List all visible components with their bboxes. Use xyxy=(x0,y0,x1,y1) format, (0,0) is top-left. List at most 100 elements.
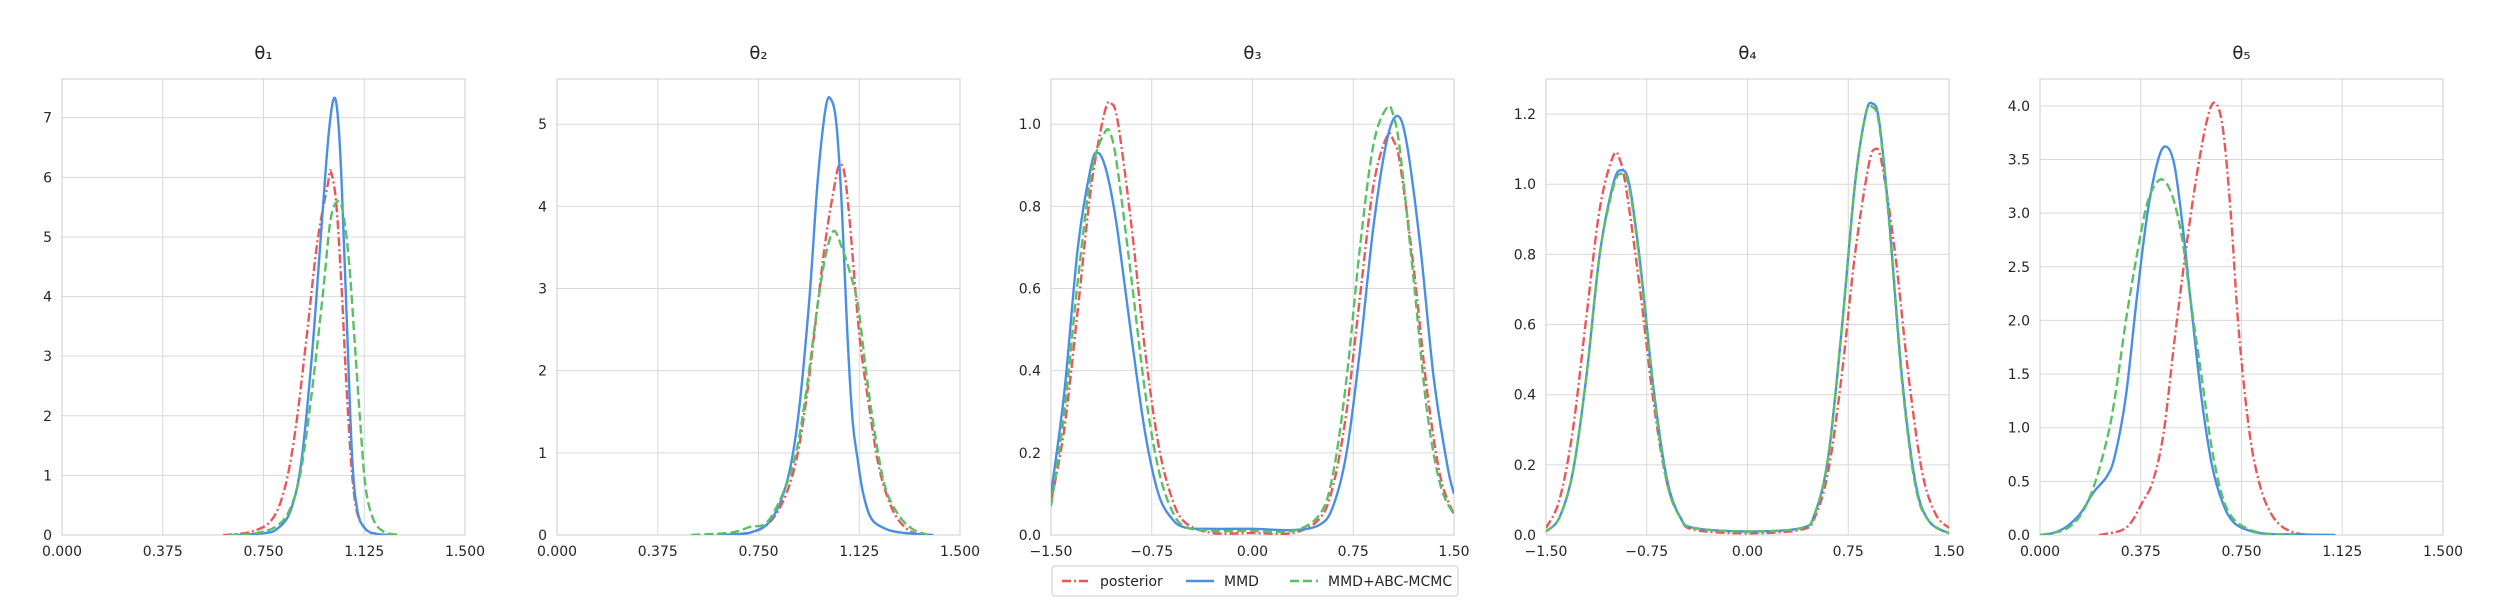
x-tick-label: −1.50 xyxy=(1030,544,1073,560)
x-tick-label: −0.75 xyxy=(1130,544,1173,560)
y-tick-label: 1.2 xyxy=(1514,107,1536,123)
x-tick-label: 1.50 xyxy=(1438,544,1469,560)
legend-label: MMD+ABC-MCMC xyxy=(1328,574,1452,590)
y-tick-label: 0 xyxy=(43,528,52,544)
plot-frame xyxy=(1545,78,1950,536)
series-line-posterior xyxy=(1051,100,1454,535)
x-tick-label: 1.50 xyxy=(1933,544,1964,560)
y-tick-label: 7 xyxy=(43,111,52,127)
y-tick-label: 1.0 xyxy=(2008,421,2030,437)
panel-title: θ₄ xyxy=(1738,43,1756,64)
x-tick-label: 0.75 xyxy=(1338,544,1369,560)
y-tick-label: 0.8 xyxy=(1514,247,1536,263)
series-line-posterior xyxy=(223,169,385,535)
y-tick-label: 0.2 xyxy=(1019,446,1041,462)
series-group xyxy=(2040,101,2336,535)
x-tick-label: 1.500 xyxy=(940,544,980,560)
x-tick-label: 1.500 xyxy=(445,544,485,560)
y-tick-label: 0.0 xyxy=(2008,528,2030,544)
y-tick-label: 4 xyxy=(538,199,547,215)
series-line-mmd xyxy=(1051,114,1454,532)
x-tick-label: 0.000 xyxy=(42,544,82,560)
panel-theta-1: 0.000 0.375 0.750 1.125 1.500 0 1 2 3 4 5 6 7 θ₁ xyxy=(42,43,485,560)
legend-label: posterior xyxy=(1100,574,1163,590)
y-tick-label: 0.4 xyxy=(1019,364,1041,380)
x-tick-label: −1.50 xyxy=(1525,544,1568,560)
legend-box xyxy=(1051,565,1459,597)
panel-theta-2: 0.000 0.375 0.750 1.125 1.500 0 1 2 3 4 5 θ₂ xyxy=(537,43,980,560)
y-tick-label: 1.0 xyxy=(1514,177,1536,193)
x-tick-label: 1.125 xyxy=(839,544,879,560)
x-tick-label: 1.125 xyxy=(2322,544,2362,560)
panel-title: θ₅ xyxy=(2232,43,2250,64)
y-tick-label: 1 xyxy=(43,468,52,484)
series-line-mmd xyxy=(236,96,390,535)
series-line-mmd xyxy=(718,96,934,535)
y-tick-label: 0.6 xyxy=(1514,318,1536,334)
y-tick-label: 1 xyxy=(538,446,547,462)
series-line-posterior xyxy=(704,162,921,535)
series-line-mmd-abc-mcmc xyxy=(228,200,401,535)
series-group xyxy=(223,96,401,535)
y-tick-label: 4.0 xyxy=(2008,99,2030,115)
y-tick-label: 0 xyxy=(538,528,547,544)
series-line-posterior xyxy=(2098,101,2309,535)
series-group xyxy=(1051,100,1454,535)
x-tick-label: 0.375 xyxy=(143,544,183,560)
x-tick-label: 0.750 xyxy=(243,544,283,560)
x-tick-label: 0.00 xyxy=(1237,544,1268,560)
x-tick-label: 1.500 xyxy=(2423,544,2463,560)
y-tick-label: 2 xyxy=(43,409,52,425)
y-tick-label: 3 xyxy=(538,282,547,298)
series-group xyxy=(691,96,934,535)
y-tick-label: 1.5 xyxy=(2008,367,2030,383)
legend: posterior MMD MMD+ABC-MCMC xyxy=(1051,565,1459,597)
x-tick-label: 0.000 xyxy=(537,544,577,560)
y-tick-label: 6 xyxy=(43,170,52,186)
x-tick-label: 0.00 xyxy=(1732,544,1763,560)
panel-theta-3: −1.50 −0.75 0.00 0.75 1.50 0.0 0.2 0.4 0.6 0.8 1.0… xyxy=(1019,43,1470,560)
y-tick-label: 1.0 xyxy=(1019,117,1041,133)
x-tick-label: 0.375 xyxy=(638,544,678,560)
x-tick-label: 1.125 xyxy=(344,544,384,560)
plot-frame xyxy=(61,78,466,536)
panel-title: θ₃ xyxy=(1243,43,1261,64)
y-tick-label: 0.0 xyxy=(1019,528,1041,544)
y-tick-label: 2.0 xyxy=(2008,313,2030,329)
series-line-mmd xyxy=(2040,145,2336,535)
y-tick-label: 2 xyxy=(538,364,547,380)
panels: 0.000 0.375 0.750 1.125 1.50001234567θ₁0.000… xyxy=(42,43,2463,560)
x-tick-label: 0.75 xyxy=(1833,544,1864,560)
y-tick-label: 0.8 xyxy=(1019,199,1041,215)
y-tick-label: 0.6 xyxy=(1019,282,1041,298)
x-tick-label: −0.75 xyxy=(1625,544,1668,560)
y-tick-label: 5 xyxy=(43,230,52,246)
y-tick-label: 0.4 xyxy=(1514,388,1536,404)
y-tick-label: 3 xyxy=(43,349,52,365)
series-line-mmd-abc-mcmc xyxy=(1546,103,1949,535)
panel-theta-5: 0.000 0.375 0.750 1.125 1.500 0.0 0.5 1.0 1.5 2.0… xyxy=(2008,43,2463,560)
series-line-posterior xyxy=(1546,147,1949,535)
y-tick-label: 3.5 xyxy=(2008,152,2030,168)
y-tick-label: 2.5 xyxy=(2008,260,2030,276)
y-tick-label: 0.5 xyxy=(2008,474,2030,490)
x-tick-label: 0.750 xyxy=(2221,544,2261,560)
y-tick-label: 0.2 xyxy=(1514,458,1536,474)
panel-title: θ₁ xyxy=(254,43,272,64)
series-line-mmd-abc-mcmc xyxy=(691,229,929,535)
y-tick-label: 0.0 xyxy=(1514,528,1536,544)
series-line-mmd-abc-mcmc xyxy=(1051,104,1454,534)
series-group xyxy=(1546,101,1949,535)
y-tick-label: 4 xyxy=(43,290,52,306)
legend-label: MMD xyxy=(1224,574,1259,590)
x-tick-label: 0.000 xyxy=(2020,544,2060,560)
series-line-mmd-abc-mcmc xyxy=(2040,178,2296,535)
y-tick-label: 3.0 xyxy=(2008,206,2030,222)
plot-frame xyxy=(1050,78,1455,536)
plot-frame xyxy=(556,78,961,536)
panel-title: θ₂ xyxy=(749,43,767,64)
x-tick-label: 0.750 xyxy=(738,544,778,560)
panel-theta-4: −1.50 −0.75 0.00 0.75 1.50 0.0 0.2 0.4 0.6 0.8 1.0… xyxy=(1514,43,1965,560)
